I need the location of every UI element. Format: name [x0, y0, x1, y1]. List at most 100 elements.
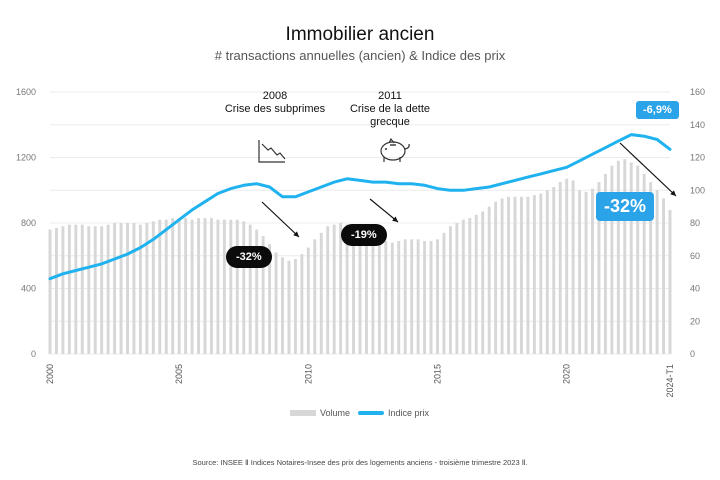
source-note: Source: INSEE Ⅱ Indices Notaires-Insee d… — [192, 458, 528, 467]
volume-bar — [642, 173, 646, 354]
left-axis-tick-label: 0 — [31, 349, 36, 359]
legend-volume-swatch — [290, 410, 316, 416]
x-axis-tick-label: 2015 — [433, 364, 443, 384]
volume-bar — [287, 260, 291, 354]
x-axis-tick-label: 2010 — [303, 364, 313, 384]
volume-bar — [61, 226, 65, 354]
volume-bar — [197, 218, 200, 354]
volume-bar — [55, 227, 58, 354]
volume-bar — [67, 224, 71, 354]
volume-bar — [526, 196, 530, 354]
volume-bar — [539, 193, 543, 354]
volume-bar — [339, 223, 343, 354]
volume-bar — [507, 196, 510, 354]
volume-bar — [558, 182, 562, 354]
volume-bar — [552, 186, 556, 354]
volume-bar — [126, 223, 129, 354]
volume-bar — [377, 239, 381, 354]
volume-bar — [461, 219, 465, 354]
piggy-bank-icon — [380, 137, 410, 162]
volume-bar — [513, 196, 517, 354]
legend-volume: Volume — [290, 408, 350, 418]
volume-bar — [248, 224, 252, 354]
right-axis-tick-label: 20 — [690, 316, 700, 326]
volume-bar — [106, 224, 110, 354]
left-axis-tick-label: 400 — [21, 284, 36, 294]
volume-bar — [571, 180, 575, 354]
volume-bar — [429, 241, 433, 354]
volume-bar — [80, 224, 84, 354]
legend-price-swatch — [358, 411, 385, 415]
volume-bar — [177, 218, 181, 354]
volume-bar — [100, 226, 104, 354]
legend-price: Indice prix — [358, 408, 429, 418]
right-axis-tick-label: 140 — [690, 120, 705, 130]
event-2008-label: Crise des subprimes — [224, 103, 326, 115]
volume-bar — [255, 229, 259, 354]
volume-bar — [332, 224, 336, 354]
right-axis-tick-label: 60 — [690, 251, 700, 261]
volume-bar — [487, 206, 491, 354]
volume-bar — [222, 219, 226, 354]
right-axis-tick-label: 0 — [690, 349, 695, 359]
volume-bar — [87, 226, 91, 354]
volume-bar — [261, 236, 265, 354]
volume-bar — [578, 190, 582, 354]
left-axis-tick-label: 800 — [21, 218, 36, 228]
right-axis-tick-label: 120 — [690, 153, 705, 163]
volume-bar — [610, 165, 614, 354]
volume-bar — [293, 259, 297, 354]
event-2011-year: 2011 — [378, 90, 402, 102]
drop-2011-badge: -19% — [341, 224, 387, 246]
volume-bar — [145, 223, 149, 354]
volume-bar — [352, 226, 355, 354]
volume-bar — [468, 218, 472, 354]
volume-bar — [668, 209, 672, 354]
volume-bar — [203, 218, 207, 354]
x-axis-tick-label: 2005 — [174, 364, 184, 384]
declining-chart-icon-trend — [261, 143, 286, 160]
volume-bar — [171, 218, 175, 354]
volume-bar — [403, 239, 407, 354]
volume-bar — [365, 232, 368, 354]
volume-bar — [591, 188, 594, 354]
arrow-2011-head — [392, 216, 398, 222]
x-axis-tick-label: 2000 — [45, 364, 55, 384]
volume-bar — [442, 232, 446, 354]
volume-bar — [216, 219, 220, 354]
volume-bar — [636, 165, 640, 354]
volume-bar — [164, 219, 168, 354]
declining-chart-icon-axes — [258, 140, 285, 163]
right-axis-tick-label: 160 — [690, 87, 705, 97]
legend-price-label: Indice prix — [388, 408, 430, 418]
drop-2008-badge: -32% — [226, 246, 272, 268]
volume-bar — [500, 198, 504, 354]
volume-bar — [494, 201, 498, 354]
event-2011-label: Crise de la dette grecque — [349, 103, 431, 128]
price-drop-badge: -6,9% — [636, 101, 679, 119]
volume-bar — [281, 257, 284, 354]
x-axis-tick-label: 2020 — [562, 364, 572, 384]
volume-bar — [358, 229, 362, 354]
volume-bar — [138, 224, 142, 354]
volume-bar — [151, 221, 155, 354]
volume-bar — [319, 232, 323, 354]
left-axis-tick-label: 1600 — [16, 87, 36, 97]
piggy-bank-icon-part — [388, 137, 395, 144]
volume-bar — [662, 198, 665, 354]
arrow-recent-head — [670, 190, 676, 196]
volume-bar — [210, 218, 213, 354]
event-2008: 2008 Crise des subprimes — [210, 90, 340, 116]
volume-bar — [119, 223, 123, 354]
volume-bar — [474, 214, 478, 354]
volume-bar — [48, 229, 52, 354]
volume-bar — [274, 252, 278, 354]
volume-bar — [300, 254, 304, 354]
volume-bar — [190, 219, 194, 354]
volume-bar — [649, 182, 653, 354]
volume-bar — [545, 190, 549, 354]
volume-bar — [410, 239, 414, 354]
volume-bar — [455, 223, 459, 354]
volume-bar — [481, 211, 485, 354]
